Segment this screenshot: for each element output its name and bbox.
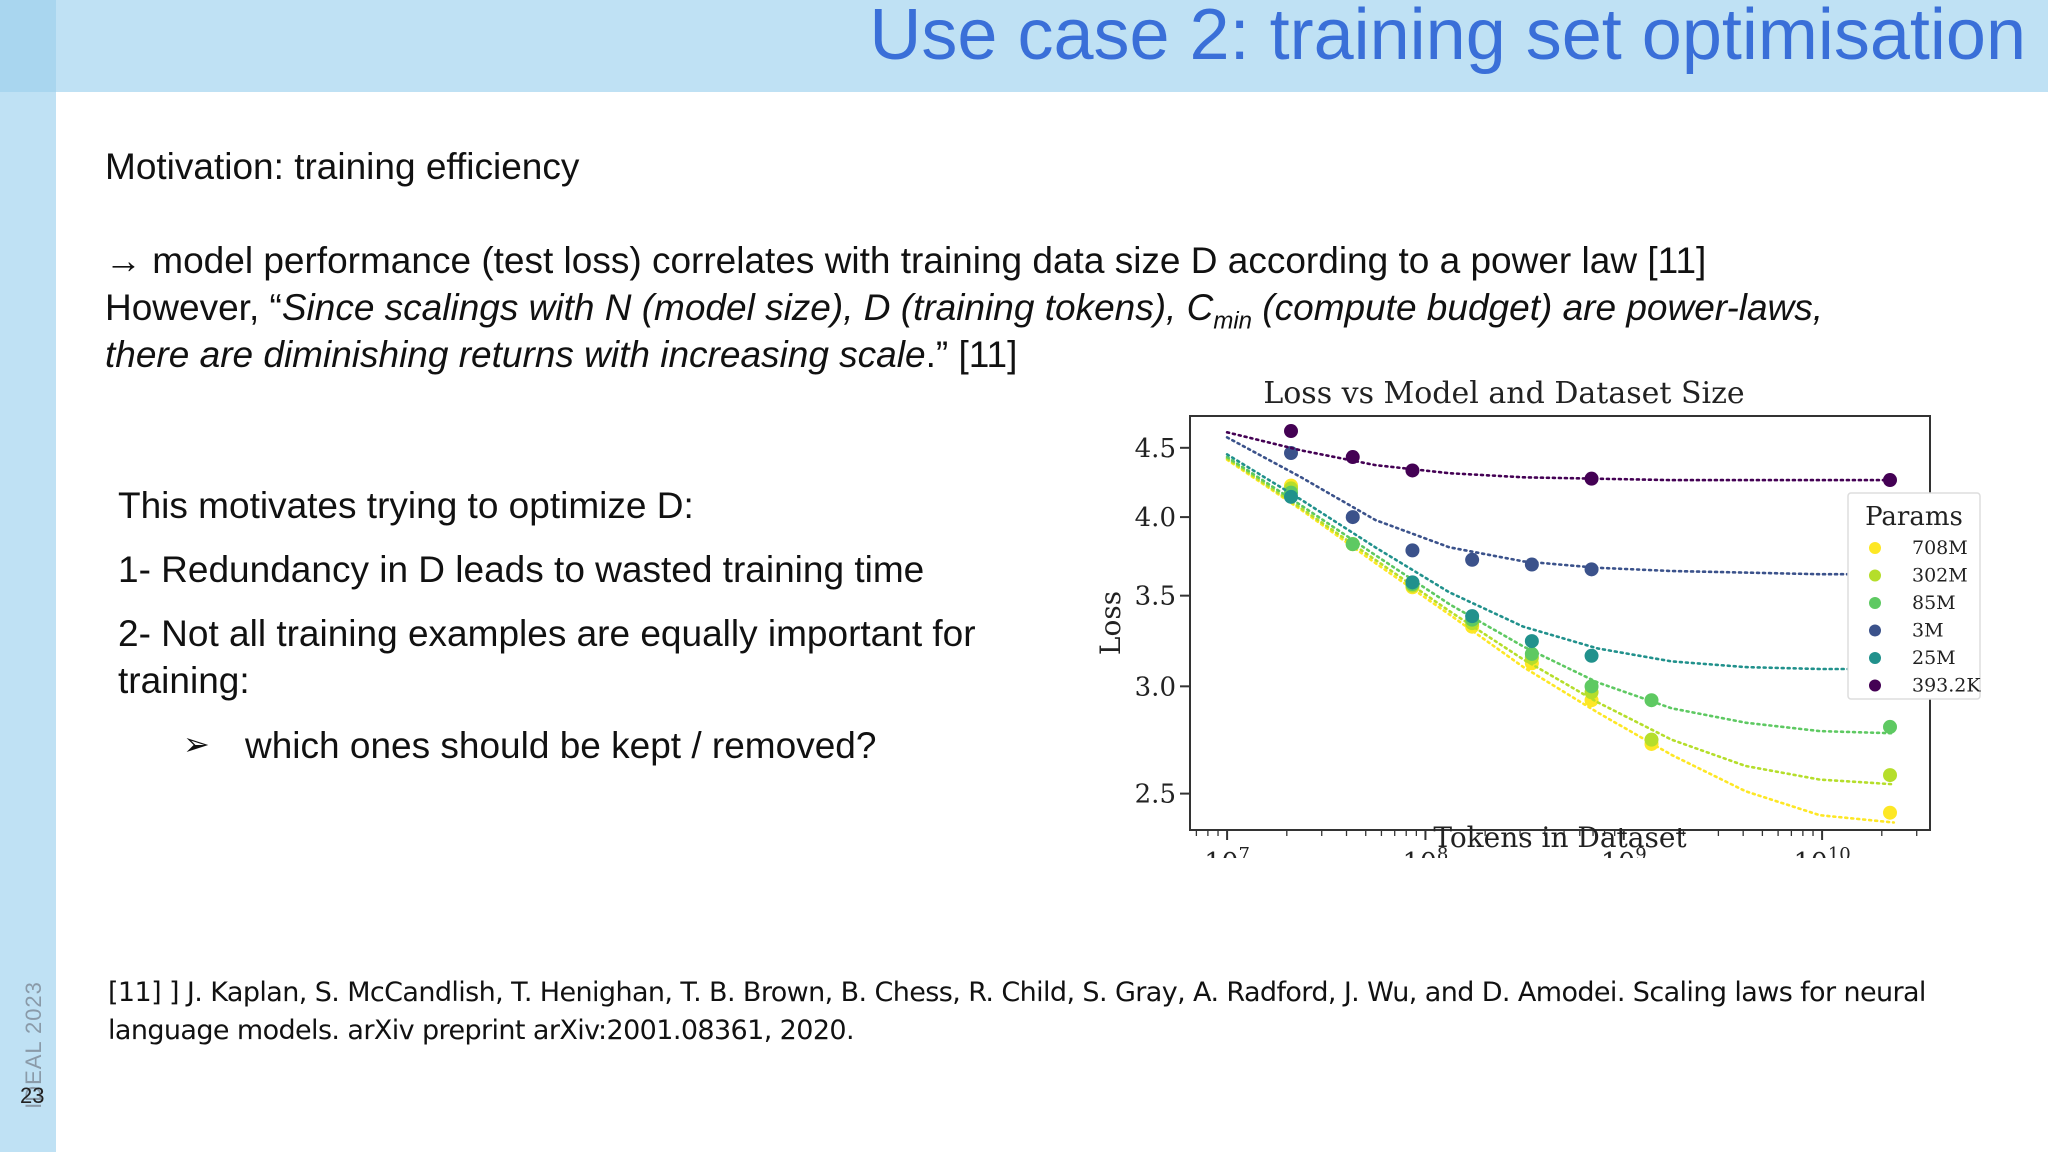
data-point (1345, 537, 1360, 552)
x-tick-label: 108 (1403, 844, 1449, 858)
series-3m (1225, 436, 1898, 582)
x-axis-label: Tokens in Dataset (1433, 821, 1687, 854)
y-tick-label: 4.0 (1135, 503, 1176, 533)
series-25m (1225, 453, 1898, 675)
legend-label: 708M (1912, 537, 1968, 559)
series-85m (1225, 455, 1898, 735)
legend-marker (1869, 624, 1881, 637)
point-redundancy: 1- Redundancy in D leads to wasted train… (118, 549, 925, 590)
motivation-heading: Motivation: training efficiency (105, 146, 580, 187)
title-bar: Use case 2: training set optimisation (56, 0, 2048, 92)
data-point (1284, 489, 1299, 504)
x-tick-label: 107 (1204, 844, 1250, 858)
chart-title: Loss vs Model and Dataset Size (1263, 376, 1744, 411)
loss-chart: Loss vs Model and Dataset Size 107 108 109… (1094, 376, 1981, 858)
reference-footnote: [11] ] J. Kaplan, S. McCandlish, T. Heni… (108, 977, 1926, 1046)
data-point (1345, 510, 1360, 525)
legend-box (1847, 492, 1981, 700)
legend-label: 393.2K (1912, 675, 1981, 697)
data-point (1524, 646, 1539, 661)
x-tick-label: 109 (1601, 844, 1647, 858)
quote-text-2: (compute budget) are power-laws, (1252, 287, 1824, 328)
data-point (1584, 471, 1599, 486)
quote-citation: .” [11] (925, 334, 1018, 375)
data-point (1284, 446, 1299, 461)
legend-label: 85M (1912, 592, 1956, 614)
data-point (1584, 648, 1599, 663)
quote-prefix: However, “ (105, 287, 282, 328)
data-point (1883, 473, 1898, 488)
optimize-intro: This motivates trying to optimize D: (118, 485, 694, 526)
point-importance-2: training: (118, 660, 250, 701)
legend-title: Params (1865, 502, 1963, 532)
quote-subscript: min (1213, 307, 1253, 335)
page-number: 23 (20, 1083, 45, 1108)
data-point (1883, 805, 1898, 820)
y-tick-label: 4.5 (1135, 434, 1176, 464)
legend-label: 3M (1912, 620, 1944, 642)
fit-line (1225, 458, 1896, 824)
data-point (1465, 552, 1480, 567)
quote-line-2: there are diminishing returns with incre… (105, 334, 1017, 376)
y-tick-label: 2.5 (1135, 780, 1176, 810)
y-axis-label: Loss (1094, 591, 1127, 655)
data-point (1883, 719, 1898, 734)
sub-point-keep-remove: which ones should be kept / removed? (245, 725, 877, 766)
quote-line-1: However, “Since scalings with N (model s… (105, 287, 1823, 335)
slide-title: Use case 2: training set optimisation (869, 0, 2026, 75)
fit-line (1225, 455, 1896, 735)
series-393-2k (1225, 424, 1898, 488)
arrow-bullet-icon: ➢ (183, 726, 210, 762)
legend-marker (1869, 597, 1881, 609)
series-708m (1225, 458, 1898, 824)
data-point (1644, 693, 1659, 708)
quote-text-1: Since scalings with N (model size), D (t… (281, 287, 1214, 328)
legend-label: 302M (1912, 565, 1968, 587)
legend-marker (1869, 652, 1881, 664)
legend-marker (1869, 679, 1881, 692)
data-point (1405, 575, 1420, 590)
fit-line (1225, 457, 1896, 786)
y-tick-label: 3.5 (1135, 582, 1176, 612)
legend-label: 25M (1912, 647, 1956, 669)
data-point (1465, 609, 1480, 624)
data-point (1883, 768, 1898, 783)
legend-marker (1869, 569, 1881, 582)
data-point (1284, 424, 1299, 439)
y-tick-label: 3.0 (1135, 672, 1176, 702)
data-point (1524, 557, 1539, 572)
data-point (1584, 562, 1599, 577)
data-point (1584, 679, 1599, 694)
data-point (1345, 450, 1360, 465)
chart-legend: Params 708M 302M 85M 3M 25M 393.2K (1847, 492, 1981, 700)
data-point (1644, 732, 1659, 747)
power-law-line: → model performance (test loss) correlat… (105, 240, 1707, 281)
fit-line (1225, 453, 1896, 671)
data-point (1524, 634, 1539, 649)
point-importance-1: 2- Not all training examples are equally… (118, 613, 976, 654)
x-tick-label: 1010 (1793, 844, 1850, 858)
slide-sidebar (0, 0, 56, 1152)
slide-corner-block (0, 0, 56, 92)
data-point (1405, 543, 1420, 558)
fit-line (1225, 436, 1896, 576)
data-point (1405, 463, 1420, 478)
quote-text-3: there are diminishing returns with incre… (105, 334, 926, 375)
series-302m (1225, 457, 1898, 786)
fit-line (1225, 431, 1896, 482)
legend-marker (1869, 542, 1881, 554)
